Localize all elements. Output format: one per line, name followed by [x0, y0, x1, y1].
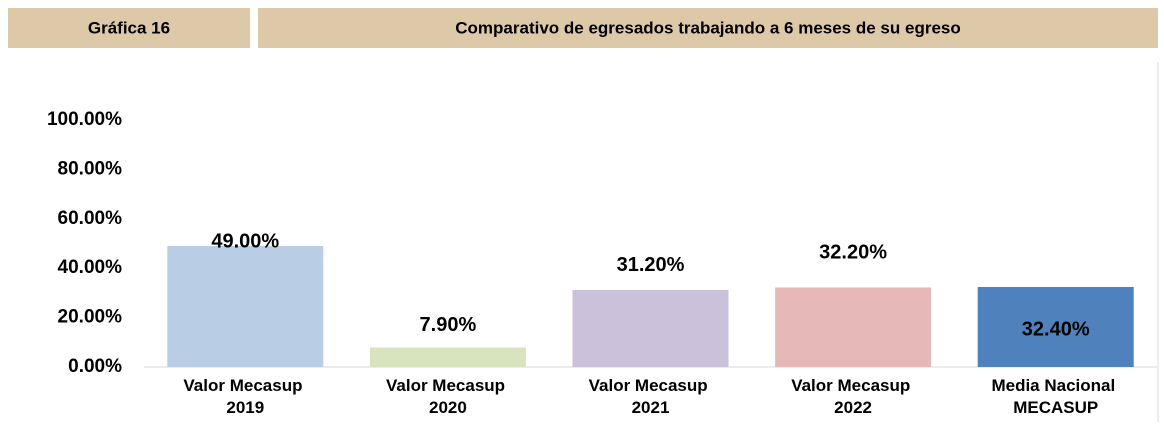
data-label: 32.40%: [1022, 318, 1090, 340]
data-label: 32.20%: [819, 242, 887, 264]
x-tick-label: Valor Mecasup 2020: [386, 376, 510, 417]
y-tick-label: 0.00%: [68, 356, 122, 377]
bar: [572, 289, 729, 367]
data-label: 49.00%: [211, 230, 279, 252]
y-tick-label: 60.00%: [58, 208, 123, 229]
bar: [369, 347, 526, 367]
y-tick-label: 40.00%: [58, 257, 123, 278]
bar: [977, 286, 1134, 367]
header-title-box: [258, 8, 1158, 48]
y-tick-label: 80.00%: [58, 158, 123, 179]
x-tick-label: Valor Mecasup 2022: [791, 376, 915, 417]
y-tick-label: 100.00%: [47, 109, 122, 130]
header-label: Gráfica 16: [88, 18, 170, 37]
bar: [167, 245, 324, 367]
x-tick-label: Valor Mecasup 2019: [183, 376, 307, 417]
bar: [775, 287, 932, 367]
x-tick-label: Media Nacional MECASUP: [991, 376, 1119, 417]
header-title: Comparativo de egresados trabajando a 6 …: [455, 18, 960, 37]
data-label: 7.90%: [420, 314, 477, 336]
y-tick-label: 20.00%: [58, 307, 123, 328]
data-label: 31.20%: [617, 254, 685, 276]
header-label-box: [8, 8, 250, 48]
x-tick-label: Valor Mecasup 2021: [589, 376, 713, 417]
